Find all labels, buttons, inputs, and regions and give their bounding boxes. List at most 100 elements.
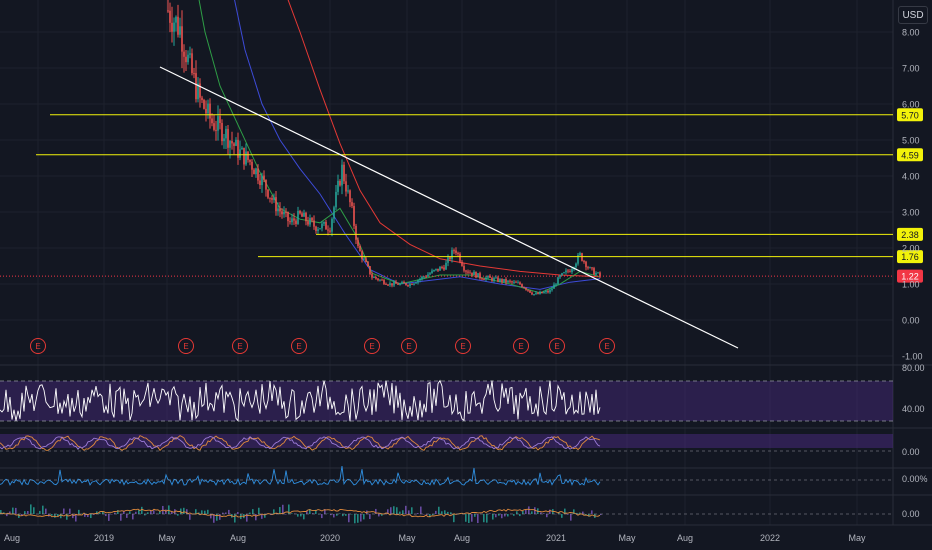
earnings-marker-icon[interactable] [455, 338, 471, 354]
earnings-marker-label: E [406, 342, 411, 351]
candle-body [569, 271, 571, 273]
candle-body [411, 283, 413, 285]
horizontal-levels[interactable]: 5.70 4.59 2.38 1.76 1.22 [0, 108, 923, 283]
earnings-marker-icon[interactable] [513, 338, 529, 354]
candle-body [409, 283, 411, 286]
earnings-marker-label: E [460, 342, 465, 351]
candle-body [499, 278, 501, 282]
macd-histogram-bar [153, 510, 155, 514]
candle-body [541, 291, 543, 294]
candle-body [249, 159, 251, 162]
level-price-label: 2.38 [901, 230, 919, 240]
candle-body [213, 123, 215, 130]
earnings-marker-label: E [183, 342, 188, 351]
candle-body [517, 282, 519, 284]
candle-body [255, 168, 257, 175]
candle-body [205, 108, 207, 114]
macd-histogram-bar [204, 510, 206, 514]
macd-histogram-bar [522, 510, 524, 514]
macd-histogram-bar [342, 514, 344, 517]
earnings-marker-icon[interactable] [232, 338, 248, 354]
macd-histogram-bar [93, 514, 95, 515]
macd-histogram-bar [474, 514, 476, 517]
macd-histogram-bar [531, 511, 533, 514]
macd-histogram-bar [21, 514, 23, 516]
macd-histogram-bar [321, 514, 323, 519]
time-tick-label: 2021 [546, 533, 566, 543]
oscillator-panel-label: 0.00 [902, 447, 920, 457]
candle-body [529, 290, 531, 293]
macd-histogram-bar [252, 509, 254, 514]
candle-body [265, 179, 267, 190]
time-tick-label: May [618, 533, 636, 543]
macd-histogram-bar [6, 514, 8, 517]
osc-band [0, 434, 893, 448]
macd-histogram-bar [396, 507, 398, 514]
earnings-marker-icon[interactable] [291, 338, 307, 354]
candle-body [299, 210, 301, 214]
macd-histogram-bar [288, 504, 290, 514]
macd-histogram-bar [279, 507, 281, 514]
price-tick-label: 2.00 [902, 244, 920, 254]
macd-histogram-bar [39, 510, 41, 514]
candle-body [373, 277, 375, 279]
price-tick-label: 4.00 [902, 172, 920, 182]
earnings-marker-icon[interactable] [401, 338, 417, 354]
earnings-marker-label: E [35, 342, 40, 351]
macd-histogram-bar [504, 514, 506, 517]
macd-histogram-bar [432, 514, 434, 516]
macd-histogram-bar [564, 508, 566, 514]
candle-body [555, 284, 557, 286]
candle-body [583, 260, 585, 262]
macd-histogram-bar [519, 514, 521, 517]
candle-body [511, 281, 513, 283]
candle-body [471, 272, 473, 276]
candle-body [349, 190, 351, 203]
candle-body [321, 223, 323, 229]
candle-body [173, 22, 175, 32]
candle-body [285, 212, 287, 214]
candle-body [191, 53, 193, 74]
candle-body [537, 293, 539, 295]
earnings-marker-icon[interactable] [178, 338, 194, 354]
candle-body [377, 278, 379, 281]
macd-histogram-bar [408, 510, 410, 514]
earnings-marker-icon[interactable] [30, 338, 46, 354]
candle-body [271, 198, 273, 200]
rsi-panel-label: 80.00 [902, 363, 925, 373]
candle-body [413, 283, 415, 285]
candle-body [507, 280, 509, 283]
earnings-marker-icon[interactable] [599, 338, 615, 354]
candle-body [247, 151, 249, 160]
earnings-marker-label: E [369, 342, 374, 351]
macd-histogram-bar [444, 510, 446, 514]
candle-body [469, 272, 471, 274]
macd-histogram-bar [120, 514, 122, 521]
currency-label[interactable]: USD [898, 6, 928, 24]
candle-body [383, 280, 385, 284]
macd-histogram-bar [132, 514, 134, 520]
candle-body [487, 275, 489, 278]
macd-histogram-bar [42, 505, 44, 514]
price-axis[interactable]: 8.00 7.00 6.00 5.00 4.00 3.00 2.00 1.00 0.00 -1.0… [902, 28, 923, 362]
candle-body [549, 290, 551, 293]
candle-body [577, 255, 579, 264]
macd-histogram-bar [123, 510, 125, 514]
earnings-marker-icon[interactable] [364, 338, 380, 354]
candle-body [523, 286, 525, 288]
macd-histogram-bar [549, 509, 551, 514]
candle-body [357, 239, 359, 246]
candle-body [267, 189, 269, 198]
candle-body [275, 197, 277, 212]
macd-histogram-bar [339, 513, 341, 514]
macd-histogram-bar [129, 511, 131, 514]
time-axis[interactable]: Aug 2019 May Aug 2020 May Aug 2021 May Aug 2022 May [4, 533, 866, 543]
trendline[interactable] [159, 66, 739, 349]
candle-body [319, 228, 321, 230]
candle-body [297, 210, 299, 224]
candle-body [329, 230, 331, 232]
candle-body [485, 277, 487, 280]
earnings-marker-icon[interactable] [549, 338, 565, 354]
